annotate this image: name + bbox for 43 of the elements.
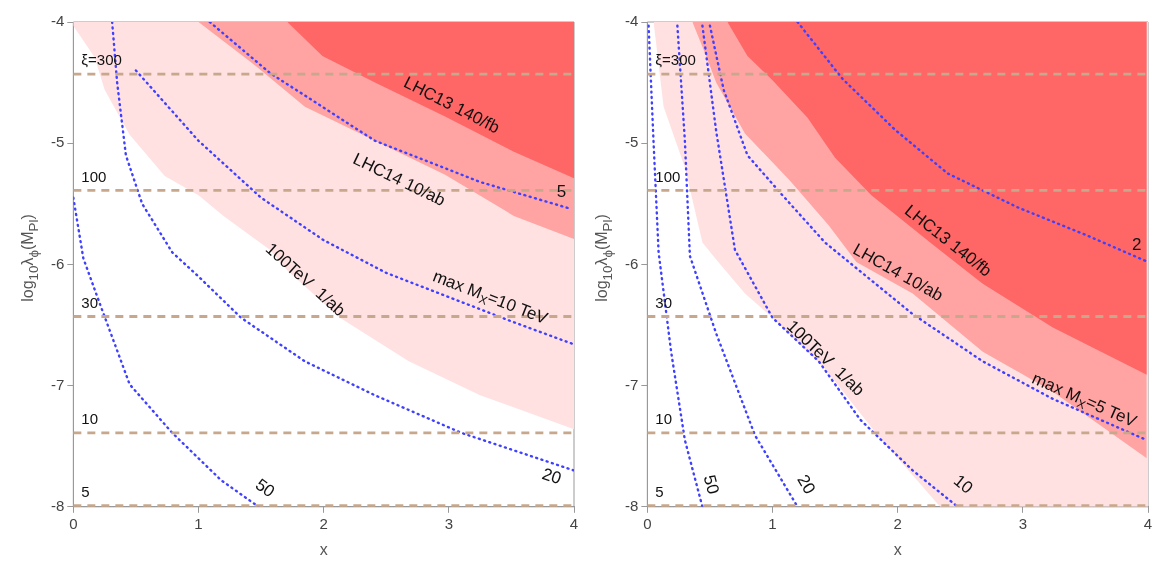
text: 10 [949,470,977,498]
x-tick-label: 1 [768,514,777,532]
x-tick-label: 2 [319,514,328,532]
x-tick-label: 0 [643,514,652,532]
x-tick-label: 0 [69,514,78,532]
y-tick-label: -5 [50,133,65,151]
series-label: 5 [81,482,90,500]
series-label: 100 [81,167,107,185]
series-label: 100 [655,167,681,185]
y-tick-label: -7 [50,375,65,393]
x-axis-title: x [893,540,902,558]
text: 50 [251,474,279,502]
series-label: ξ=300 [81,51,122,69]
line-series [208,22,572,210]
text: max MX=5 TeV [1029,368,1141,432]
series-label: 10 [655,410,673,428]
text: 20 [793,471,820,498]
text: max MX=10 TeV [430,266,551,329]
text: 20 [539,464,564,489]
x-tick-label: 3 [444,514,454,532]
series-label: 30 [655,293,673,311]
series-label: ξ=300 [655,51,696,69]
series-label: 2 [1132,234,1142,254]
y-tick-label: -7 [624,375,639,393]
series-label: 5 [655,482,664,500]
y-tick-label: -8 [50,496,65,514]
series-label: 5 [556,181,567,201]
x-tick-label: 3 [1018,514,1028,532]
x-axis-title: x [319,540,328,558]
y-tick-label: -5 [624,133,639,151]
x-tick-label: 1 [194,514,203,532]
series-label: 30 [81,293,99,311]
y-tick-label: -6 [50,254,65,272]
y-tick-label: -4 [624,12,639,30]
x-tick-label: 2 [893,514,902,532]
line-series [134,69,574,346]
x-tick-label: 4 [569,514,579,532]
y-tick-label: -4 [50,12,65,30]
y-tick-label: -6 [624,254,639,272]
series-label: 10 [81,410,99,428]
text: 50 [699,473,723,497]
y-tick-label: -8 [624,496,639,514]
x-tick-label: 4 [1143,514,1153,532]
